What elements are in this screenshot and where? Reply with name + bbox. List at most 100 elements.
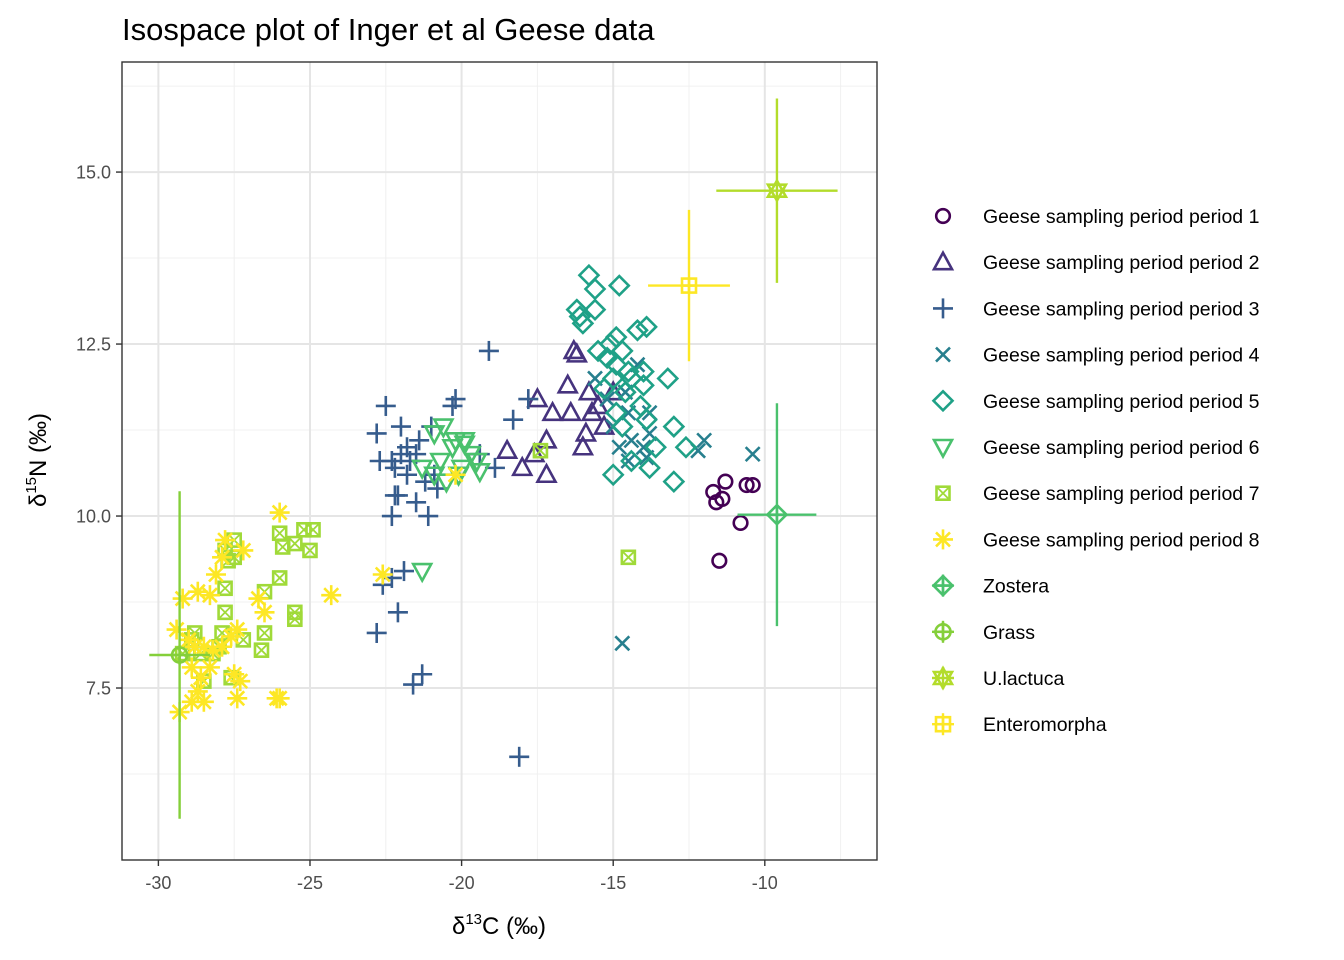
legend-label: Geese sampling period period 8 [983, 529, 1259, 551]
legend-key [931, 389, 955, 413]
data-point [559, 400, 582, 422]
data-point [302, 542, 318, 559]
legend-label: Geese sampling period period 5 [983, 391, 1260, 413]
x-axis-title: δ13C (‰) [452, 911, 546, 940]
data-point [187, 681, 208, 702]
data-point [744, 476, 761, 494]
data-point [199, 657, 220, 678]
data-point [441, 438, 464, 460]
data-point [412, 664, 433, 685]
data-point [696, 432, 713, 449]
data-point [450, 459, 473, 481]
data-point [535, 462, 558, 484]
legend-item: Enteromorpha [932, 713, 1107, 736]
data-point [432, 418, 455, 439]
data-point [254, 602, 275, 623]
data-point [397, 464, 418, 485]
x-tick-label: -25 [297, 873, 323, 893]
legend-key [933, 298, 953, 319]
data-point [199, 585, 220, 606]
data-point [266, 688, 287, 709]
legend-label: Enteromorpha [983, 714, 1107, 736]
data-point [599, 391, 616, 408]
data-point [387, 602, 408, 623]
data-point [577, 379, 601, 401]
data-point [632, 373, 655, 397]
source-mean-point [765, 503, 789, 526]
data-point [366, 622, 387, 643]
chart-title: Isospace plot of Inger et al Geese data [122, 12, 655, 47]
data-point [614, 635, 631, 652]
data-point [583, 298, 607, 321]
legend-item: Zostera [931, 574, 1049, 598]
data-point [410, 562, 434, 584]
data-point [375, 395, 396, 416]
y-axis-title: δ15N (‰) [23, 413, 52, 507]
data-point [495, 438, 519, 459]
data-point [366, 423, 387, 444]
data-point [217, 604, 233, 621]
legend-item: Geese sampling period period 2 [931, 249, 1259, 274]
legend-label: Grass [983, 622, 1035, 644]
data-point [503, 409, 524, 430]
data-point [638, 456, 661, 480]
data-point [662, 415, 686, 438]
data-point [541, 400, 564, 422]
data-point [617, 360, 640, 383]
x-tick-label: -15 [600, 873, 626, 893]
legend-key [931, 574, 955, 597]
legend-label: Geese sampling period period 6 [983, 437, 1259, 459]
legend-label: Geese sampling period period 4 [983, 345, 1260, 367]
legend-item: Geese sampling period period 4 [935, 345, 1260, 367]
data-point [369, 451, 390, 471]
y-tick-label: 7.5 [86, 679, 111, 699]
data-point [556, 373, 579, 394]
plot-panel [121, 61, 878, 861]
data-point [227, 619, 248, 640]
y-tick-label: 12.5 [76, 335, 111, 355]
data-point [423, 425, 446, 446]
data-point [565, 342, 589, 363]
legend-item: Geese sampling period period 6 [931, 437, 1259, 460]
data-point [478, 340, 499, 361]
legend-label: Geese sampling period period 7 [983, 483, 1259, 505]
series-8 [166, 464, 466, 723]
data-point [217, 580, 233, 597]
data-point [744, 446, 761, 463]
data-point [644, 435, 667, 459]
x-tick-label: -20 [449, 873, 475, 893]
data-point [205, 564, 226, 585]
y-tick-label: 15.0 [76, 163, 111, 183]
data-point [409, 430, 430, 451]
data-point [468, 463, 491, 484]
legend-label: U.lactuca [983, 668, 1064, 690]
data-point [620, 449, 643, 473]
legend-key [931, 438, 955, 460]
data-point [571, 312, 595, 335]
source-mean-point [680, 277, 698, 294]
legend-item: Geese sampling period period 8 [933, 529, 1259, 551]
data-point [418, 506, 439, 527]
legend-key [933, 529, 953, 550]
data-point [459, 445, 482, 467]
data-point [738, 476, 755, 494]
data-point [620, 549, 637, 566]
x-tick-label: -10 [752, 873, 778, 893]
data-point [511, 455, 534, 477]
data-point [635, 315, 658, 339]
data-point [674, 435, 698, 459]
data-point [305, 521, 321, 538]
data-point [445, 464, 466, 485]
data-point [215, 530, 236, 551]
data-point [601, 367, 625, 390]
data-point [390, 416, 411, 437]
data-point [227, 688, 248, 709]
data-point [410, 459, 434, 481]
data-point [632, 360, 655, 383]
legend-item: Grass [932, 620, 1035, 644]
source-11 [716, 98, 838, 283]
source-10 [149, 491, 210, 819]
legend-key [934, 207, 952, 225]
data-point [574, 421, 598, 442]
